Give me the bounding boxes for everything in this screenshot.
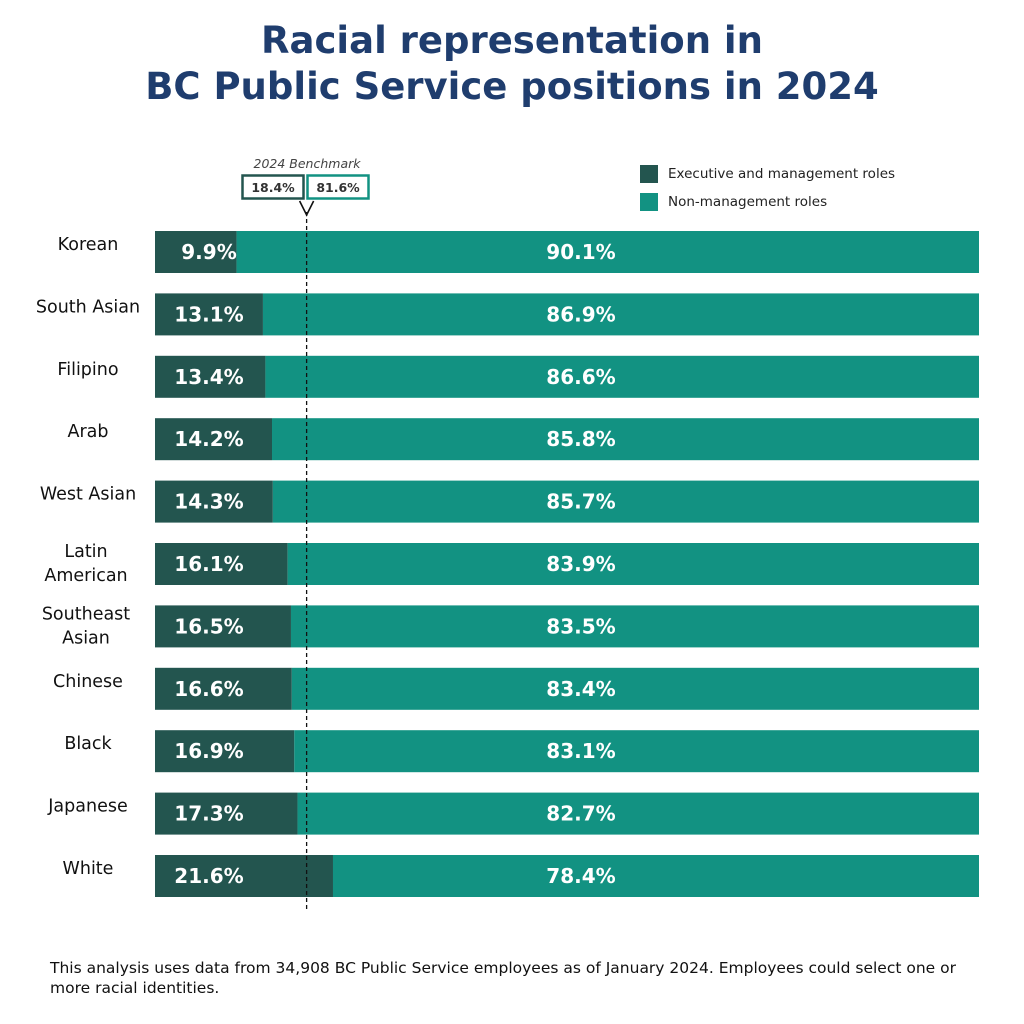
footnote: This analysis uses data from 34,908 BC P… <box>50 959 956 997</box>
bar-nonmanagement-white <box>332 855 979 897</box>
category-label: Filipino <box>57 360 118 380</box>
data-label-nonmanagement: 85.8% <box>546 427 615 451</box>
data-label-nonmanagement: 86.6% <box>546 365 615 389</box>
bar-nonmanagement-southeast-asian <box>290 605 980 648</box>
bar-nonmanagement-black <box>294 730 980 773</box>
benchmark-box-executive <box>241 174 305 200</box>
data-label-executive: 16.9% <box>174 739 243 763</box>
category-label: Southeast <box>42 604 130 624</box>
bar-nonmanagement-filipino <box>265 355 979 398</box>
data-label-nonmanagement: 90.1% <box>546 240 615 264</box>
data-label-executive: 16.6% <box>174 677 243 701</box>
legend-swatch-nonmanagement <box>640 193 658 211</box>
chart-title-line-1: Racial representation in <box>261 19 763 62</box>
data-label-executive: 16.1% <box>174 552 243 576</box>
category-label: Japanese <box>47 797 127 817</box>
chart-title: Racial representation in BC Public Servi… <box>0 18 1024 110</box>
data-label-nonmanagement: 86.9% <box>546 302 615 326</box>
bar-nonmanagement-west-asian <box>272 480 979 523</box>
data-label-executive: 13.4% <box>174 365 243 389</box>
data-label-executive: 16.5% <box>174 614 243 638</box>
category-label: Asian <box>62 628 110 648</box>
chart-legend: Executive and management roles Non-manag… <box>640 160 895 216</box>
data-label-executive: 14.3% <box>174 490 243 514</box>
data-label-nonmanagement: 85.7% <box>546 490 615 514</box>
data-label-executive: 9.9% <box>181 240 236 264</box>
benchmark-label: 2024 Benchmark <box>254 156 362 171</box>
category-label: Arab <box>68 422 109 442</box>
data-label-nonmanagement: 83.1% <box>546 739 615 763</box>
chart-title-line-2: BC Public Service positions in 2024 <box>145 65 879 108</box>
category-label: Black <box>64 734 112 754</box>
data-label-nonmanagement: 82.7% <box>546 802 615 826</box>
bar-executive-korean <box>155 231 237 273</box>
bar-executive-west-asian <box>155 480 273 523</box>
data-label-nonmanagement: 83.9% <box>546 552 615 576</box>
bar-executive-black <box>155 730 295 773</box>
bar-executive-chinese <box>155 667 292 710</box>
benchmark-value-nonmanagement: 81.6% <box>316 180 360 195</box>
legend-label-nonmanagement: Non-management roles <box>668 194 828 210</box>
benchmark-box-nonmanagement <box>306 174 370 200</box>
data-label-nonmanagement: 83.5% <box>546 614 615 638</box>
data-label-executive: 13.1% <box>174 302 243 326</box>
data-label-executive: 17.3% <box>174 802 243 826</box>
bar-nonmanagement-korean <box>236 231 980 273</box>
legend-item-executive: Executive and management roles <box>640 160 895 188</box>
category-label: West Asian <box>40 485 136 505</box>
bar-executive-filipino <box>155 355 266 398</box>
data-label-nonmanagement: 83.4% <box>546 677 615 701</box>
bar-executive-south-asian <box>155 293 263 336</box>
bar-executive-latin-american <box>155 543 288 585</box>
legend-label-executive: Executive and management roles <box>668 166 896 182</box>
bar-nonmanagement-japanese <box>297 792 979 835</box>
bar-nonmanagement-arab <box>272 418 979 461</box>
bar-nonmanagement-south-asian <box>262 293 980 336</box>
bar-executive-arab <box>155 418 273 461</box>
data-label-nonmanagement: 78.4% <box>546 864 615 888</box>
category-label: Latin <box>64 542 107 562</box>
category-label: Chinese <box>53 672 123 692</box>
category-label: American <box>44 566 127 586</box>
bar-executive-southeast-asian <box>155 605 291 648</box>
legend-swatch-executive <box>640 165 658 183</box>
data-label-executive: 14.2% <box>174 427 243 451</box>
data-label-executive: 21.6% <box>174 864 243 888</box>
bar-chart: 9.9% 90.1% Korean 13.1% 86.9% South Asian 13.4… <box>36 156 980 911</box>
bar-executive-japanese <box>155 792 298 835</box>
bar-nonmanagement-latin-american <box>287 543 979 585</box>
category-label: White <box>63 859 114 879</box>
bar-nonmanagement-chinese <box>291 667 979 710</box>
benchmark-value-executive: 18.4% <box>251 180 295 195</box>
legend-item-nonmanagement: Non-management roles <box>640 188 895 216</box>
category-label: Korean <box>58 235 119 255</box>
benchmark-pointer <box>298 200 315 217</box>
bar-executive-white <box>155 855 333 897</box>
category-label: South Asian <box>36 297 140 317</box>
